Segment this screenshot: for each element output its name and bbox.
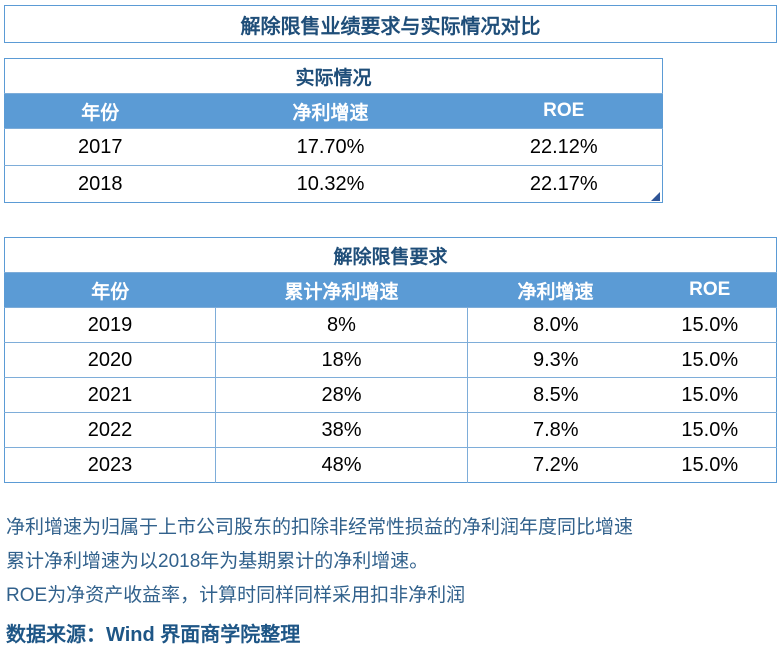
header-profit-growth: 净利增速 <box>467 272 644 308</box>
cell-cumulative-growth: 28% <box>215 377 468 413</box>
table-row-2022: 2022 38% 7.8% 15.0% <box>4 412 777 448</box>
cell-profit-growth: 8.0% <box>467 307 644 343</box>
cell-profit-growth: 7.2% <box>467 447 644 483</box>
cell-roe: 15.0% <box>643 447 777 483</box>
resize-corner-icon <box>651 192 660 201</box>
cell-year: 2018 <box>4 165 196 203</box>
header-roe: ROE <box>465 93 663 129</box>
requirement-table: 解除限售要求 年份 累计净利增速 净利增速 ROE 2019 8% 8.0% 1… <box>4 237 778 483</box>
cell-profit-growth: 8.5% <box>467 377 644 413</box>
table-row-2019: 2019 8% 8.0% 15.0% <box>4 307 777 343</box>
table-row-2017: 2017 17.70% 22.12% <box>4 128 663 166</box>
spacer <box>4 203 777 237</box>
note-roe-definition: ROE为净资产收益率，计算时同样同样采用扣非净利润 <box>6 585 466 606</box>
table-row-2020: 2020 18% 9.3% 15.0% <box>4 342 777 378</box>
cell-roe: 15.0% <box>643 307 777 343</box>
requirement-table-title: 解除限售要求 <box>4 237 777 273</box>
header-year: 年份 <box>4 272 216 308</box>
cell-profit-growth: 9.3% <box>467 342 644 378</box>
requirement-table-header-row: 年份 累计净利增速 净利增速 ROE <box>4 272 777 308</box>
requirement-table-wrap: 解除限售要求 年份 累计净利增速 净利增速 ROE 2019 8% 8.0% 1… <box>4 237 778 483</box>
cell-profit-growth: 7.8% <box>467 412 644 448</box>
requirement-table-title-row: 解除限售要求 <box>4 237 777 273</box>
cell-roe: 22.12% <box>465 128 663 166</box>
cell-cumulative-growth: 8% <box>215 307 468 343</box>
cell-cumulative-growth: 18% <box>215 342 468 378</box>
actual-table-title: 实际情况 <box>4 58 663 94</box>
actual-table-title-row: 实际情况 <box>4 58 663 94</box>
cell-roe: 15.0% <box>643 342 777 378</box>
footnotes: 净利增速为归属于上市公司股东的扣除非经常性损益的净利润年度同比增速 累计净利增速… <box>6 511 777 650</box>
header-cumulative-profit-growth: 累计净利增速 <box>215 272 468 308</box>
actual-table: 实际情况 年份 净利增速 ROE 2017 17.70% 22.12% 2018… <box>4 58 663 203</box>
actual-table-header-row: 年份 净利增速 ROE <box>4 93 663 129</box>
actual-table-wrap: 实际情况 年份 净利增速 ROE 2017 17.70% 22.12% 2018… <box>4 58 663 203</box>
cell-year: 2020 <box>4 342 216 378</box>
cell-year: 2021 <box>4 377 216 413</box>
cell-year: 2023 <box>4 447 216 483</box>
page-title: 解除限售业绩要求与实际情况对比 <box>4 5 777 43</box>
header-year: 年份 <box>4 93 196 129</box>
cell-profit-growth: 10.32% <box>195 165 466 203</box>
cell-roe: 22.17% <box>465 165 663 203</box>
cell-year: 2022 <box>4 412 216 448</box>
note-cumulative-growth-definition: 累计净利增速为以2018年为基期累计的净利增速。 <box>6 551 429 572</box>
cell-cumulative-growth: 48% <box>215 447 468 483</box>
note-profit-growth-definition: 净利增速为归属于上市公司股东的扣除非经常性损益的净利润年度同比增速 <box>6 517 634 538</box>
cell-year: 2017 <box>4 128 196 166</box>
cell-profit-growth: 17.70% <box>195 128 466 166</box>
table-row-2018: 2018 10.32% 22.17% <box>4 165 663 203</box>
header-roe: ROE <box>643 272 777 308</box>
cell-roe: 15.0% <box>643 412 777 448</box>
data-source-line: 数据来源：Wind 界面商学院整理 <box>6 624 301 646</box>
cell-roe: 15.0% <box>643 377 777 413</box>
table-row-2023: 2023 48% 7.2% 15.0% <box>4 447 777 483</box>
header-profit-growth: 净利增速 <box>195 93 466 129</box>
cell-year: 2019 <box>4 307 216 343</box>
cell-cumulative-growth: 38% <box>215 412 468 448</box>
table-row-2021: 2021 28% 8.5% 15.0% <box>4 377 777 413</box>
